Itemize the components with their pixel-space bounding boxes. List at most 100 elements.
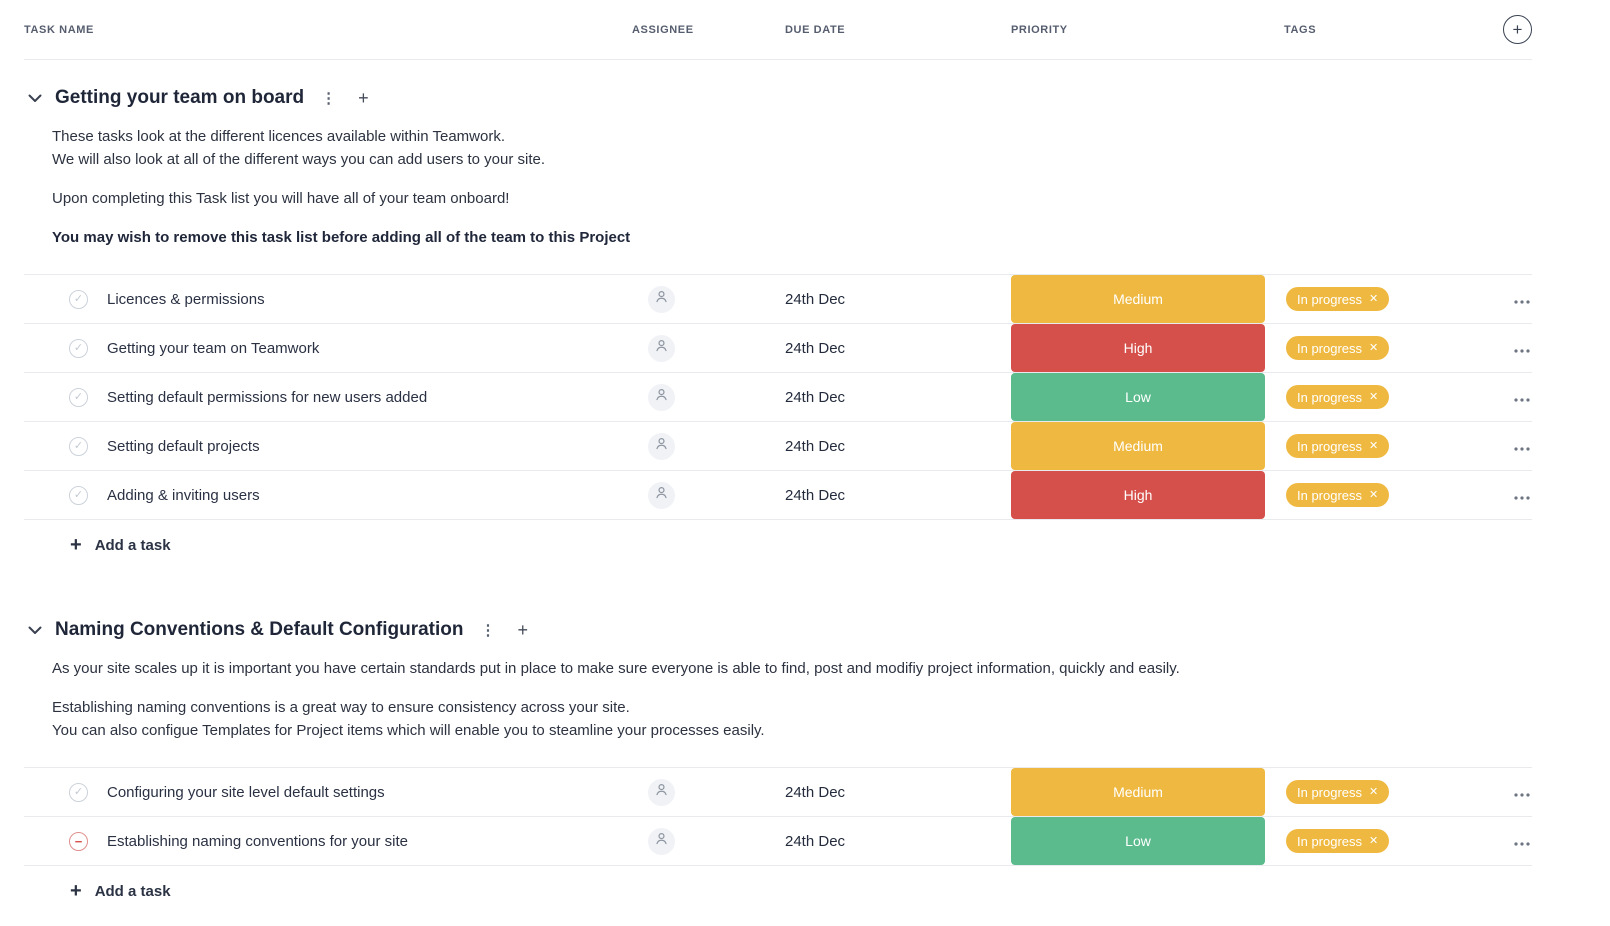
- task-list: Licences & permissions 24th Dec Medium I…: [24, 274, 1532, 520]
- due-date[interactable]: 24th Dec: [785, 437, 846, 455]
- priority-pill[interactable]: High: [1011, 471, 1265, 519]
- section-getting-your-team-on-board: Getting your team on board ⋮ + These tas…: [24, 87, 1532, 570]
- kebab-icon: ⋮: [321, 89, 337, 107]
- description-paragraph: As your site scales up it is important y…: [52, 657, 1532, 680]
- tag-label: In progress: [1297, 340, 1363, 356]
- task-row[interactable]: Adding & inviting users 24th Dec High In…: [24, 471, 1532, 520]
- priority-pill[interactable]: High: [1011, 324, 1265, 372]
- ellipsis-icon: [1514, 785, 1530, 800]
- collapse-section-button[interactable]: [26, 89, 44, 108]
- due-date[interactable]: 24th Dec: [785, 339, 846, 357]
- assignee-avatar-placeholder[interactable]: [648, 827, 675, 855]
- person-icon: [654, 289, 669, 309]
- assignee-avatar-placeholder[interactable]: [648, 334, 675, 362]
- tag-pill[interactable]: In progress ✕: [1286, 385, 1390, 409]
- add-task-button[interactable]: + Add a task: [24, 866, 1532, 916]
- tag-remove-icon[interactable]: ✕: [1369, 439, 1379, 452]
- task-complete-toggle[interactable]: [69, 782, 88, 802]
- task-row[interactable]: Setting default permissions for new user…: [24, 373, 1532, 422]
- add-task-button[interactable]: + Add a task: [24, 520, 1532, 570]
- priority-pill[interactable]: Medium: [1011, 768, 1265, 816]
- row-menu-button[interactable]: [1512, 385, 1532, 410]
- task-complete-toggle[interactable]: [69, 338, 88, 358]
- plus-icon: +: [517, 620, 529, 640]
- task-row[interactable]: Configuring your site level default sett…: [24, 768, 1532, 817]
- due-date[interactable]: 24th Dec: [785, 486, 846, 504]
- section-menu-button[interactable]: ⋮: [474, 621, 503, 640]
- section-naming-conventions: Naming Conventions & Default Configurati…: [24, 619, 1532, 916]
- tag-label: In progress: [1297, 487, 1363, 503]
- tag-pill[interactable]: In progress ✕: [1286, 483, 1390, 507]
- task-name[interactable]: Setting default projects: [107, 437, 260, 455]
- kebab-icon: ⋮: [480, 621, 496, 639]
- task-complete-toggle[interactable]: [69, 485, 88, 505]
- task-row[interactable]: Establishing naming conventions for your…: [24, 817, 1532, 866]
- tag-pill[interactable]: In progress ✕: [1286, 829, 1390, 853]
- priority-pill[interactable]: Medium: [1011, 275, 1265, 323]
- due-date[interactable]: 24th Dec: [785, 832, 846, 850]
- task-name[interactable]: Licences & permissions: [107, 290, 265, 308]
- tag-remove-icon[interactable]: ✕: [1369, 390, 1379, 403]
- row-menu-button[interactable]: [1512, 336, 1532, 361]
- task-complete-toggle[interactable]: [69, 831, 88, 851]
- add-column-button[interactable]: +: [1503, 15, 1532, 44]
- column-header-task-name[interactable]: TASK NAME: [24, 23, 94, 36]
- section-add-button[interactable]: +: [511, 619, 536, 641]
- row-menu-button[interactable]: [1512, 829, 1532, 854]
- plus-icon: +: [1512, 20, 1523, 39]
- assignee-avatar-placeholder[interactable]: [648, 778, 675, 806]
- task-name[interactable]: Configuring your site level default sett…: [107, 783, 385, 801]
- collapse-section-button[interactable]: [26, 621, 44, 640]
- task-name[interactable]: Establishing naming conventions for your…: [107, 832, 408, 850]
- section-add-button[interactable]: +: [351, 87, 376, 109]
- task-name[interactable]: Adding & inviting users: [107, 486, 260, 504]
- tag-remove-icon[interactable]: ✕: [1369, 785, 1379, 798]
- tag-pill[interactable]: In progress ✕: [1286, 336, 1390, 360]
- assignee-avatar-placeholder[interactable]: [648, 432, 675, 460]
- person-icon: [654, 831, 669, 851]
- tag-remove-icon[interactable]: ✕: [1369, 488, 1379, 501]
- section-title[interactable]: Getting your team on board: [55, 87, 305, 108]
- due-date[interactable]: 24th Dec: [785, 290, 846, 308]
- plus-icon: +: [70, 880, 82, 902]
- priority-pill[interactable]: Low: [1011, 817, 1265, 865]
- task-complete-toggle[interactable]: [69, 387, 88, 407]
- task-complete-toggle[interactable]: [69, 289, 88, 309]
- task-row[interactable]: Setting default projects 24th Dec Medium…: [24, 422, 1532, 471]
- tag-remove-icon[interactable]: ✕: [1369, 292, 1379, 305]
- task-complete-toggle[interactable]: [69, 436, 88, 456]
- plus-icon: +: [358, 88, 369, 108]
- section-menu-button[interactable]: ⋮: [314, 89, 343, 108]
- task-row[interactable]: Licences & permissions 24th Dec Medium I…: [24, 275, 1532, 324]
- task-name[interactable]: Setting default permissions for new user…: [107, 388, 428, 406]
- ellipsis-icon: [1514, 439, 1530, 454]
- assignee-avatar-placeholder[interactable]: [648, 285, 675, 313]
- section-title[interactable]: Naming Conventions & Default Configurati…: [55, 619, 464, 640]
- row-menu-button[interactable]: [1512, 434, 1532, 459]
- column-header-tags[interactable]: TAGS: [1284, 23, 1317, 36]
- assignee-avatar-placeholder[interactable]: [648, 481, 675, 509]
- assignee-avatar-placeholder[interactable]: [648, 383, 675, 411]
- tag-pill[interactable]: In progress ✕: [1286, 780, 1390, 804]
- due-date[interactable]: 24th Dec: [785, 783, 846, 801]
- column-header-due-date[interactable]: DUE DATE: [785, 23, 846, 36]
- priority-pill[interactable]: Low: [1011, 373, 1265, 421]
- tag-remove-icon[interactable]: ✕: [1369, 834, 1379, 847]
- task-name[interactable]: Getting your team on Teamwork: [107, 339, 320, 357]
- column-header-priority[interactable]: PRIORITY: [1011, 23, 1068, 36]
- row-menu-button[interactable]: [1512, 287, 1532, 312]
- tag-label: In progress: [1297, 291, 1363, 307]
- tag-pill[interactable]: In progress ✕: [1286, 287, 1390, 311]
- tag-remove-icon[interactable]: ✕: [1369, 341, 1379, 354]
- add-task-label: Add a task: [94, 536, 171, 554]
- tag-pill[interactable]: In progress ✕: [1286, 434, 1390, 458]
- tag-label: In progress: [1297, 833, 1363, 849]
- priority-pill[interactable]: Medium: [1011, 422, 1265, 470]
- add-task-label: Add a task: [94, 882, 171, 900]
- row-menu-button[interactable]: [1512, 483, 1532, 508]
- due-date[interactable]: 24th Dec: [785, 388, 846, 406]
- column-header-assignee[interactable]: ASSIGNEE: [632, 23, 694, 36]
- row-menu-button[interactable]: [1512, 780, 1532, 805]
- task-row[interactable]: Getting your team on Teamwork 24th Dec H…: [24, 324, 1532, 373]
